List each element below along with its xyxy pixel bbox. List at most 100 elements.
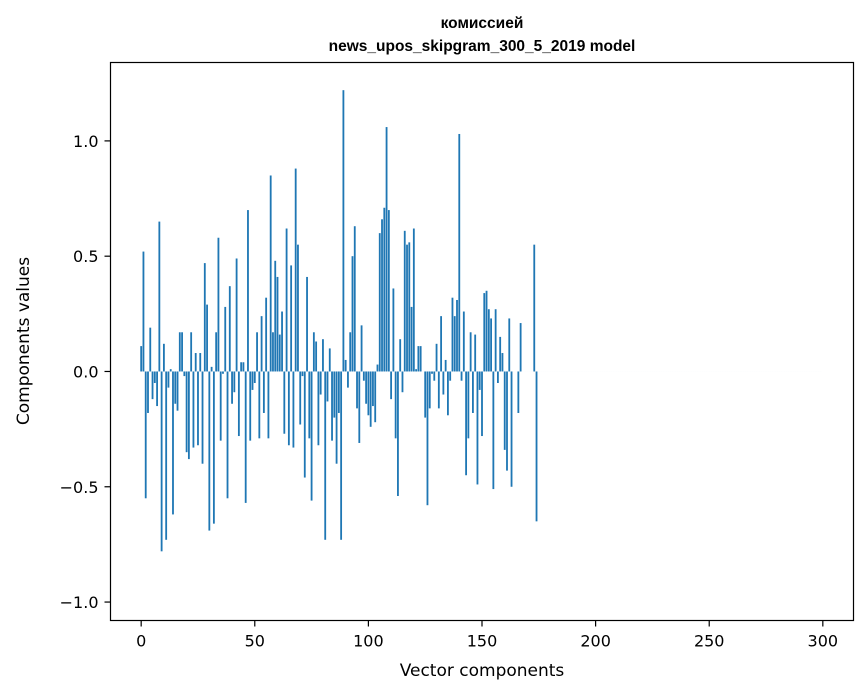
bar-90 <box>344 359 347 372</box>
bar-105 <box>378 233 381 372</box>
bar-77 <box>315 341 318 372</box>
bar-28 <box>203 263 206 372</box>
bar-123 <box>419 346 422 372</box>
bar-61 <box>278 334 281 372</box>
bar-107 <box>383 207 386 372</box>
bar-40 <box>231 371 233 404</box>
bar-2 <box>144 371 147 499</box>
bar-141 <box>460 371 463 381</box>
chart-title-line2: news_upos_skipgram_300_5_2019 model <box>329 38 636 55</box>
bar-25 <box>197 371 199 446</box>
bar-18 <box>181 332 183 372</box>
bar-162 <box>508 318 511 372</box>
bar-146 <box>472 371 474 413</box>
bar-33 <box>215 332 218 372</box>
bar-39 <box>228 286 231 372</box>
bar-106 <box>381 219 383 372</box>
bar-62 <box>281 311 283 372</box>
bar-46 <box>244 371 247 503</box>
bar-4 <box>149 327 152 372</box>
x-tick-label: 150 <box>467 632 498 651</box>
bar-127 <box>428 371 431 409</box>
bar-110 <box>390 371 393 400</box>
bar-136 <box>449 371 452 381</box>
bar-100 <box>367 371 370 416</box>
bar-128 <box>431 371 433 374</box>
bar-150 <box>481 371 483 437</box>
y-tick-label: 0.0 <box>73 362 98 381</box>
bar-151 <box>483 293 486 372</box>
bar-101 <box>369 371 372 427</box>
bar-14 <box>172 371 174 515</box>
bar-34 <box>217 237 220 372</box>
bar-37 <box>224 306 227 372</box>
bar-131 <box>437 371 440 409</box>
bar-88 <box>340 371 343 540</box>
bar-84 <box>331 371 333 441</box>
bar-85 <box>333 371 336 418</box>
bar-31 <box>210 366 213 372</box>
bar-96 <box>358 371 361 443</box>
x-axis-ticks: 0 50 100 150 200 250 300 <box>136 620 839 651</box>
bar-52 <box>258 371 261 439</box>
bar-32 <box>212 371 215 524</box>
bar-20 <box>185 371 188 453</box>
bar-87 <box>337 371 340 413</box>
bar-152 <box>485 290 488 372</box>
bar-126 <box>426 371 429 506</box>
bar-60 <box>276 276 279 372</box>
bar-76 <box>312 332 315 372</box>
bar-142 <box>462 311 465 372</box>
bar-65 <box>287 371 290 446</box>
bar-81 <box>324 371 327 540</box>
bar-148 <box>476 371 479 485</box>
bar-157 <box>496 371 499 384</box>
bar-55 <box>265 297 268 372</box>
bar-3 <box>147 371 149 413</box>
bar-8 <box>158 221 161 372</box>
y-tick-label: −0.5 <box>60 478 99 497</box>
bar-120 <box>412 228 415 372</box>
bar-16 <box>176 371 179 411</box>
bar-70 <box>299 371 302 425</box>
bar-116 <box>403 230 406 372</box>
bar-45 <box>242 362 245 372</box>
x-axis-label: Vector components <box>400 661 565 681</box>
bar-0 <box>140 346 143 372</box>
bar-119 <box>410 306 413 372</box>
bar-91 <box>347 371 349 388</box>
bar-79 <box>319 371 322 395</box>
bar-115 <box>401 371 404 393</box>
bar-103 <box>374 371 377 423</box>
bar-57 <box>269 175 272 372</box>
bar-125 <box>424 371 427 418</box>
bar-158 <box>499 336 502 372</box>
x-tick-label: 100 <box>353 632 384 651</box>
bar-114 <box>399 339 402 372</box>
bar-134 <box>444 359 447 372</box>
bar-73 <box>306 276 308 372</box>
bar-38 <box>226 371 229 499</box>
bar-1 <box>142 251 145 372</box>
bar-167 <box>519 323 522 372</box>
bar-24 <box>194 353 197 372</box>
bar-50 <box>253 371 256 384</box>
x-tick-label: 250 <box>694 632 725 651</box>
bar-121 <box>415 369 418 372</box>
bar-series <box>140 90 822 552</box>
bar-135 <box>447 371 449 416</box>
bar-113 <box>397 371 399 496</box>
x-tick-label: 300 <box>808 632 839 651</box>
bar-112 <box>394 371 397 439</box>
bar-66 <box>290 265 293 372</box>
bar-69 <box>297 244 299 372</box>
bar-166 <box>517 371 520 413</box>
bar-19 <box>183 371 186 377</box>
bar-129 <box>433 371 436 381</box>
bar-47 <box>247 210 249 372</box>
bar-5 <box>151 371 154 400</box>
bar-23 <box>192 371 195 448</box>
bar-72 <box>303 371 306 478</box>
bar-17 <box>178 332 181 372</box>
